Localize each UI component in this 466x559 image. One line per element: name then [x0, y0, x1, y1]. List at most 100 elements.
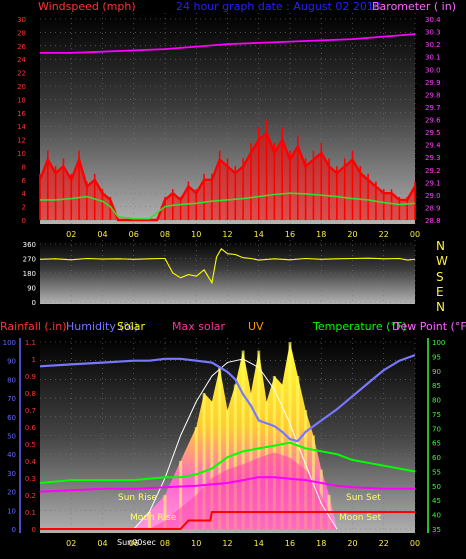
rain-tick-label: 0.3 — [25, 475, 36, 483]
env-hour-tick-label: 12 — [222, 539, 232, 548]
windspeed-tick-label: 14 — [17, 123, 26, 131]
wind-hour-tick-label: 04 — [97, 230, 107, 239]
barometer-tick-label: 29.1 — [425, 179, 441, 187]
temperature-tick-label: 55 — [432, 468, 441, 476]
compass-north-bottom: N — [436, 300, 445, 314]
dew-point-header: Dew Point (°F) — [392, 320, 466, 333]
temperature-tick-label: 90 — [432, 368, 441, 376]
windspeed-tick-label: 16 — [17, 110, 26, 118]
barometer-tick-label: 28.9 — [425, 204, 441, 212]
max-solar-header: Max solar — [172, 320, 225, 333]
wind-hour-tick-label: 22 — [379, 230, 389, 239]
wind-hour-tick-label: 18 — [316, 230, 326, 239]
humidity-tick-label: 100 — [3, 339, 16, 347]
direction-panel-bg — [40, 240, 415, 304]
rain-tick-label: 0.7 — [25, 407, 36, 415]
graph-date-header: 24 hour graph date : August 02 2018 — [176, 0, 381, 13]
humidity-tick-label: 50 — [7, 433, 16, 441]
sun-set-label: Sun Set — [346, 493, 381, 503]
temperature-tick-label: 40 — [432, 512, 441, 520]
temperature-header: Temperature (°F) — [312, 320, 407, 333]
barometer-tick-label: 29.6 — [425, 117, 441, 125]
max-solar-line — [133, 358, 338, 530]
env-hour-tick-label: 14 — [254, 539, 264, 548]
temperature-tick-label: 65 — [432, 440, 441, 448]
humidity-line — [39, 354, 416, 443]
rain-tick-label: 0.8 — [25, 390, 36, 398]
rain-tick-label: 0.5 — [25, 441, 36, 449]
env-hour-tick-label: 08 — [160, 539, 170, 548]
temperature-line — [39, 441, 416, 484]
humidity-tick-label: 80 — [7, 376, 16, 384]
windspeed-tick-label: 22 — [17, 70, 26, 78]
windspeed-tick-label: 2 — [22, 204, 26, 212]
wind-hour-tick-label: 16 — [285, 230, 295, 239]
barometer-tick-label: 28.8 — [425, 217, 441, 225]
rain-tick-label: 1 — [32, 356, 36, 364]
env-hour-tick-label: 10 — [191, 539, 201, 548]
barometer-tick-label: 30.0 — [425, 66, 441, 74]
moon-set-label: Moon Set — [339, 513, 382, 523]
humidity-tick-label: 0 — [12, 526, 16, 534]
wind-hour-tick-label: 12 — [222, 230, 232, 239]
temperature-tick-label: 80 — [432, 397, 441, 405]
temperature-tick-label: 100 — [432, 339, 445, 347]
windspeed-tick-label: 6 — [22, 177, 27, 185]
temperature-tick-label: 95 — [432, 353, 441, 361]
rainfall-header: Rainfall (.in) — [0, 320, 67, 333]
temperature-tick-label: 85 — [432, 382, 441, 390]
barometer-tick-label: 29.5 — [425, 129, 441, 137]
sun-00sec-label: Sun00sec — [117, 538, 156, 547]
wind-hour-tick-label: 20 — [347, 230, 357, 239]
humidity-tick-label: 90 — [7, 358, 16, 366]
windspeed-tick-label: 20 — [17, 83, 26, 91]
temperature-tick-label: 45 — [432, 497, 441, 505]
wind-hour-tick-label: 10 — [191, 230, 201, 239]
temperature-tick-label: 70 — [432, 425, 441, 433]
temperature-tick-label: 35 — [432, 526, 441, 534]
windspeed-tick-label: 0 — [22, 217, 26, 225]
uv-header: UV — [248, 320, 264, 333]
windspeed-tick-label: 8 — [22, 163, 26, 171]
barometer-tick-label: 30.4 — [425, 16, 441, 24]
barometer-header: Barometer ( in) — [372, 0, 456, 13]
solar-header: Solar — [117, 320, 146, 333]
humidity-tick-label: 70 — [7, 395, 16, 403]
barometer-tick-label: 30.1 — [425, 54, 441, 62]
humidity-tick-label: 40 — [7, 451, 16, 459]
barometer-tick-label: 29.0 — [425, 192, 441, 200]
rain-tick-label: 0.4 — [25, 458, 37, 466]
rain-tick-label: 1.1 — [25, 339, 36, 347]
rain-tick-label: 0 — [32, 526, 36, 534]
windspeed-tick-label: 10 — [17, 150, 26, 158]
rain-tick-label: 0.1 — [25, 509, 36, 517]
humidity-tick-label: 60 — [7, 414, 16, 422]
env-hour-tick-label: 22 — [379, 539, 389, 548]
env-hour-tick-label: 16 — [285, 539, 295, 548]
barometer-tick-label: 29.8 — [425, 91, 441, 99]
compass-east: E — [436, 285, 444, 299]
direction-tick-label: 180 — [23, 270, 36, 278]
compass-south: S — [436, 270, 444, 284]
humidity-tick-label: 20 — [7, 489, 16, 497]
windspeed-tick-label: 24 — [17, 56, 26, 64]
direction-tick-label: 90 — [27, 285, 36, 293]
compass-north-top: N — [436, 239, 445, 253]
wind-average-line — [40, 192, 416, 220]
moon-rise-label: Moon Rise — [130, 513, 177, 523]
barometer-tick-label: 30.3 — [425, 29, 441, 37]
rain-tick-label: 0.6 — [25, 424, 37, 432]
env-hour-tick-label: 18 — [316, 539, 326, 548]
wind-hour-tick-label: 00 — [410, 230, 420, 239]
wind-hour-tick-label: 14 — [254, 230, 264, 239]
dew-point-line — [39, 476, 415, 493]
barometer-line — [40, 33, 416, 54]
sun-rise-label: Sun Rise — [118, 493, 157, 503]
temperature-tick-label: 50 — [432, 483, 441, 491]
humidity-tick-label: 30 — [7, 470, 16, 478]
wind-direction-line — [39, 247, 416, 285]
rain-tick-label: 0.9 — [25, 373, 36, 381]
uv-area — [40, 452, 415, 529]
windspeed-tick-label: 28 — [17, 29, 26, 37]
